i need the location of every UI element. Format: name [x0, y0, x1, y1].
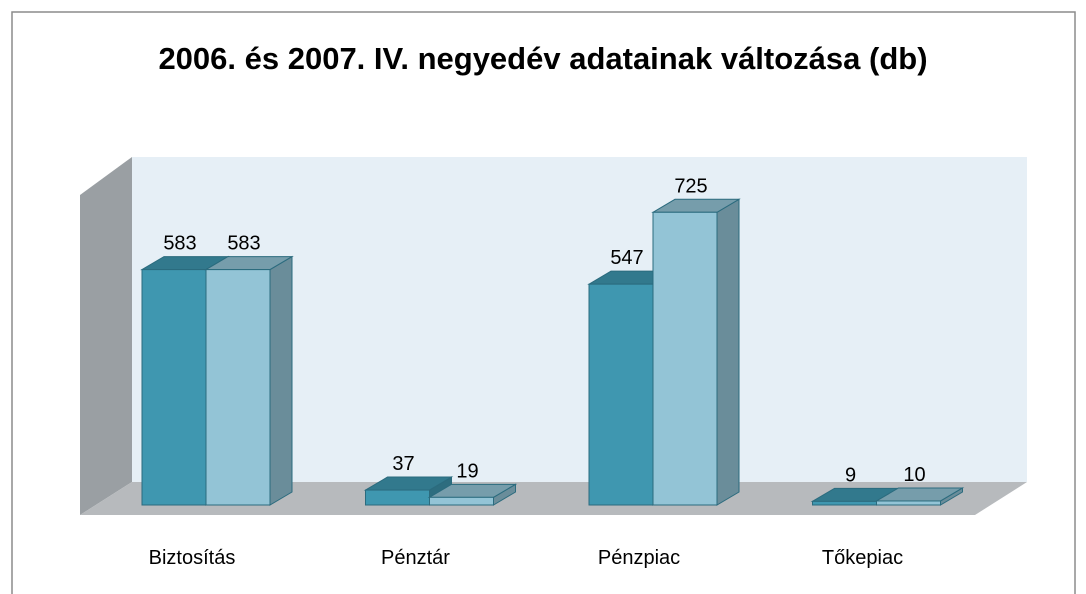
x-tick-label: Tőkepiac [822, 547, 903, 569]
bar-front [205, 269, 271, 506]
x-tick-label: Pénztár [381, 547, 450, 569]
x-tick-label: Pénzpiac [598, 547, 680, 569]
value-label: 10 [903, 464, 925, 486]
value-label: 725 [674, 175, 707, 197]
bar-front [141, 269, 207, 506]
side-wall [80, 157, 132, 515]
bar-side [269, 255, 293, 506]
x-tick-label: Biztosítás [149, 547, 236, 569]
bar-side [716, 198, 740, 506]
floor [80, 482, 1027, 515]
bar-front [652, 211, 718, 506]
bar-front [429, 496, 494, 506]
bar-front [812, 500, 877, 506]
value-label: 547 [610, 247, 643, 269]
chart-frame [11, 11, 1076, 594]
bar [204, 255, 294, 506]
value-label: 19 [456, 460, 478, 482]
bar-front [876, 500, 941, 506]
bar [874, 487, 965, 506]
bar-front [365, 489, 430, 506]
chart-title: 2006. és 2007. IV. negyedév adatainak vá… [158, 41, 928, 76]
value-label: 583 [163, 233, 196, 255]
back-wall [132, 157, 1027, 482]
bar-front [588, 283, 654, 506]
value-label: 583 [227, 233, 260, 255]
value-label: 9 [845, 464, 856, 486]
bar [427, 483, 518, 506]
value-label: 37 [392, 453, 414, 475]
bar [651, 198, 741, 506]
